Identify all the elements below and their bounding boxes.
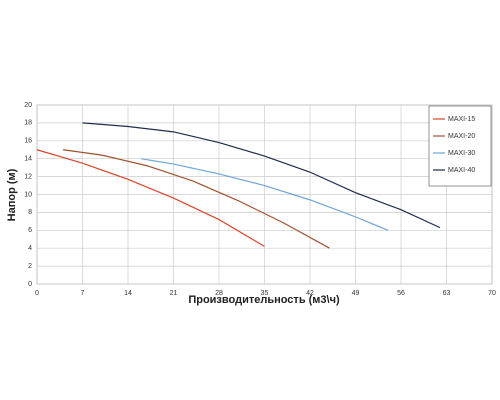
series-line: [82, 122, 441, 229]
x-tick-label: 35: [261, 290, 269, 297]
y-tick-label: 10: [24, 191, 32, 198]
y-tick-label: 8: [28, 209, 32, 216]
x-tick-label: 7: [81, 290, 85, 297]
y-tick-label: 6: [28, 227, 32, 234]
y-tick-label: 12: [24, 173, 32, 180]
series-line: [140, 158, 389, 231]
series-line: [36, 149, 265, 247]
x-tick-label: 28: [215, 290, 223, 297]
y-tick-label: 0: [28, 281, 32, 288]
x-axis-label: Производительность (м3\ч): [188, 294, 340, 306]
y-tick-label: 16: [24, 138, 32, 145]
series-line: [62, 149, 330, 249]
legend-label: MAXI-40: [448, 167, 475, 174]
legend-label: MAXI-15: [448, 116, 475, 123]
y-tick-label: 14: [24, 156, 32, 163]
x-tick-label: 0: [35, 290, 39, 297]
x-tick-label: 63: [443, 290, 451, 297]
x-tick-label: 49: [352, 290, 360, 297]
y-tick-label: 20: [24, 102, 32, 109]
x-tick-label: 56: [397, 290, 405, 297]
x-tick-label: 21: [170, 290, 178, 297]
x-tick-label: 14: [124, 290, 132, 297]
y-axis-label: Напор (м): [6, 168, 18, 221]
legend-label: MAXI-20: [448, 133, 475, 140]
x-tick-label: 42: [306, 290, 314, 297]
y-tick-label: 18: [24, 120, 32, 127]
y-tick-label: 2: [28, 263, 32, 270]
x-tick-label: 70: [488, 290, 496, 297]
legend-label: MAXI-30: [448, 150, 475, 157]
y-tick-label: 4: [28, 245, 32, 252]
